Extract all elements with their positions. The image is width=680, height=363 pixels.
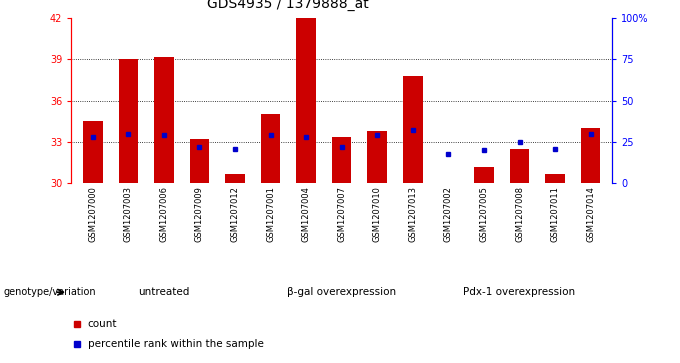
Bar	[154, 57, 173, 183]
Text: β-gal overexpression: β-gal overexpression	[287, 287, 396, 297]
Text: percentile rank within the sample: percentile rank within the sample	[88, 339, 263, 348]
Text: GSM1207013: GSM1207013	[408, 186, 418, 242]
Bar	[83, 121, 103, 183]
Text: GSM1207010: GSM1207010	[373, 186, 381, 242]
Text: count: count	[88, 319, 117, 329]
Bar	[581, 128, 600, 183]
Bar	[474, 167, 494, 183]
Text: GSM1207002: GSM1207002	[444, 186, 453, 242]
Bar	[190, 139, 209, 183]
Bar	[510, 149, 529, 183]
Text: genotype/variation: genotype/variation	[3, 287, 96, 297]
Text: GSM1207014: GSM1207014	[586, 186, 595, 242]
Title: GDS4935 / 1379888_at: GDS4935 / 1379888_at	[207, 0, 369, 11]
Bar	[403, 76, 422, 183]
Text: untreated: untreated	[138, 287, 190, 297]
Text: GSM1207007: GSM1207007	[337, 186, 346, 242]
Bar	[261, 114, 280, 183]
Bar	[545, 174, 565, 183]
Bar	[332, 136, 352, 183]
Text: GSM1207006: GSM1207006	[159, 186, 169, 242]
Text: GSM1207005: GSM1207005	[479, 186, 488, 242]
Text: GSM1207003: GSM1207003	[124, 186, 133, 242]
Text: GSM1207004: GSM1207004	[302, 186, 311, 242]
Text: GSM1207012: GSM1207012	[231, 186, 239, 242]
Text: GSM1207009: GSM1207009	[195, 186, 204, 242]
Bar	[296, 18, 316, 183]
Text: GSM1207001: GSM1207001	[266, 186, 275, 242]
Text: Pdx-1 overexpression: Pdx-1 overexpression	[464, 287, 575, 297]
Text: GSM1207011: GSM1207011	[551, 186, 560, 242]
Text: GSM1207008: GSM1207008	[515, 186, 524, 242]
Bar	[225, 174, 245, 183]
Bar	[118, 60, 138, 183]
Text: GSM1207000: GSM1207000	[88, 186, 97, 242]
Bar	[367, 131, 387, 183]
